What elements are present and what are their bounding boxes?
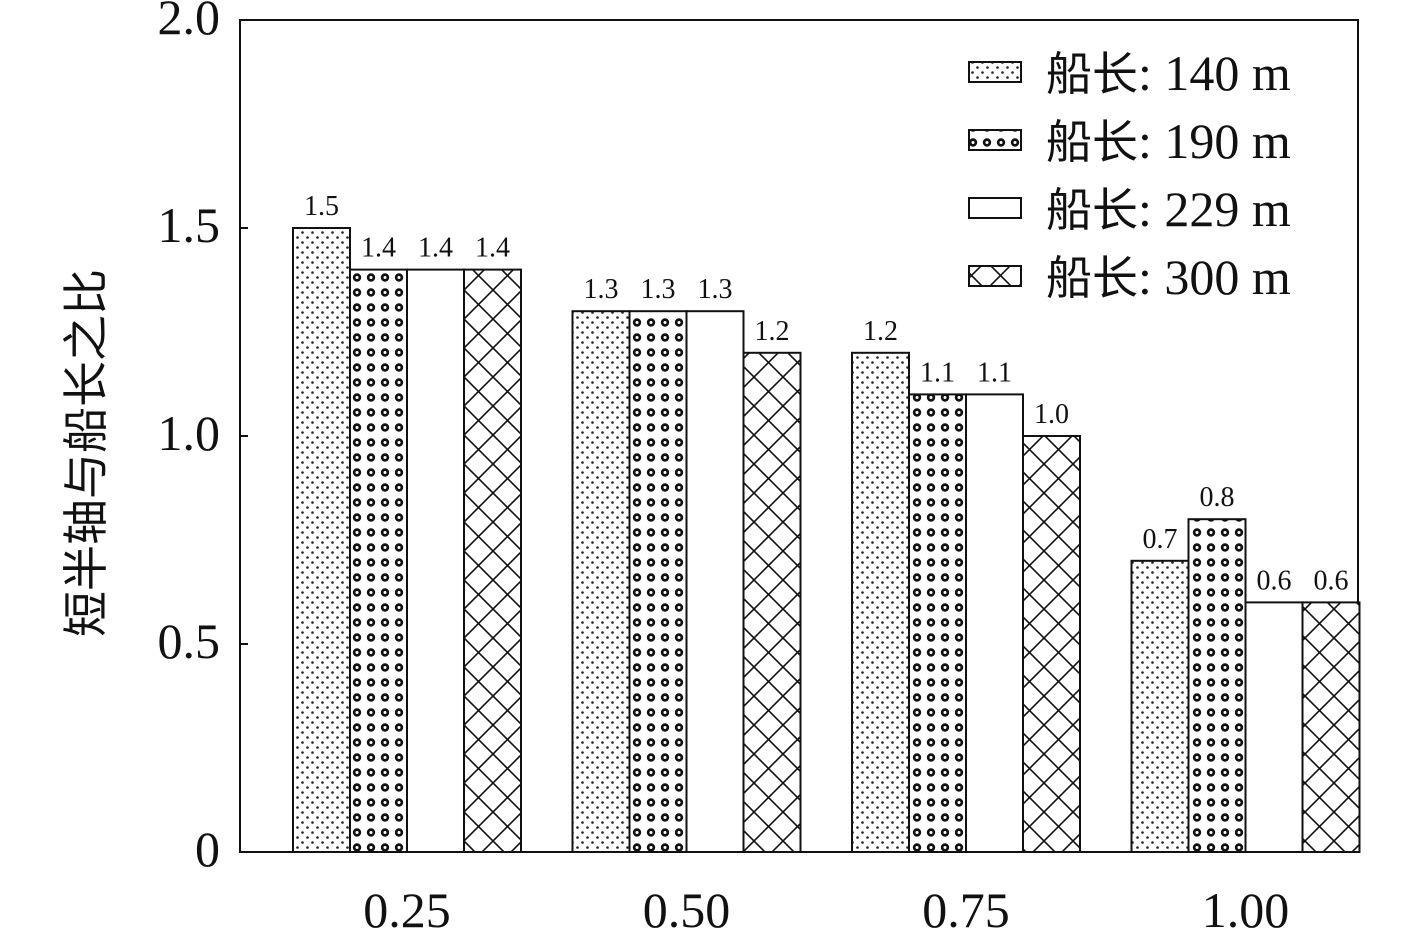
- y-tick-label: 1.0: [158, 405, 221, 461]
- bar-value-label: 1.3: [584, 274, 619, 305]
- legend-swatch: [968, 265, 1022, 287]
- bar-value-label: 1.2: [755, 316, 790, 347]
- legend-entry: 船长: 140 m: [1046, 45, 1291, 101]
- bar: [1130, 559, 1190, 853]
- bar-value-label: 1.3: [641, 274, 676, 305]
- bar-value-label: 1.2: [863, 316, 898, 347]
- y-tick-label: 1.5: [158, 197, 221, 253]
- y-axis: 0 0.5 1.0 1.5 2.0: [158, 0, 248, 877]
- x-tick-label: 0.50: [643, 882, 731, 929]
- bar-value-label: 1.4: [418, 233, 453, 264]
- x-tick-label: 0.75: [922, 882, 1010, 929]
- bar: [1301, 601, 1361, 854]
- y-axis-label: 短半轴与船长之比: [59, 269, 113, 637]
- bars: [292, 227, 1361, 854]
- bar: [463, 268, 522, 854]
- bar: [1244, 601, 1304, 854]
- bar: [742, 351, 802, 853]
- x-axis: 0.25 0.50 0.75 1.00: [363, 844, 1289, 929]
- legend-swatch: [968, 197, 1022, 219]
- x-tick-label: 0.25: [363, 882, 451, 929]
- bar: [1187, 518, 1247, 853]
- bar-value-label: 1.4: [361, 233, 396, 264]
- bar-value-label: 1.3: [698, 274, 733, 305]
- y-tick-label: 0.5: [158, 613, 221, 669]
- bar: [292, 227, 351, 853]
- x-tick-label: 1.00: [1202, 882, 1290, 929]
- bar: [908, 393, 967, 853]
- bar-value-labels: 1.5 1.4 1.4 1.4 1.3 1.3 1.3 1.2 1.2 1.1 1.1 1.0 0.7 0…: [304, 191, 1349, 596]
- bar: [965, 393, 1024, 853]
- bar: [851, 351, 910, 853]
- bar-value-label: 0.8: [1200, 482, 1235, 513]
- legend-entry: 船长: 229 m: [1046, 181, 1291, 237]
- y-tick-label: 2.0: [158, 0, 221, 45]
- bar-value-label: 1.1: [977, 357, 1012, 388]
- y-tick-label: 0: [195, 821, 220, 877]
- legend: 船长: 140 m 船长: 190 m 船长: 229 m 船长: 300 m: [968, 45, 1291, 305]
- bar-value-label: 1.0: [1034, 399, 1069, 430]
- legend-entry: 船长: 300 m: [1046, 249, 1291, 305]
- bar-value-label: 0.7: [1143, 524, 1178, 555]
- bar: [628, 310, 688, 853]
- bar-value-label: 1.5: [304, 191, 339, 222]
- legend-swatch: [968, 61, 1022, 83]
- bar: [571, 310, 631, 853]
- bar: [1022, 435, 1081, 853]
- bar-value-label: 1.4: [475, 233, 510, 264]
- bar: [349, 268, 408, 854]
- legend-swatch: [968, 129, 1022, 151]
- legend-entry: 船长: 190 m: [1046, 113, 1291, 169]
- bar-value-label: 1.1: [920, 357, 955, 388]
- bar: [406, 268, 465, 854]
- bar-value-label: 0.6: [1257, 565, 1292, 596]
- bar: [685, 310, 745, 853]
- bar-value-label: 0.6: [1314, 565, 1349, 596]
